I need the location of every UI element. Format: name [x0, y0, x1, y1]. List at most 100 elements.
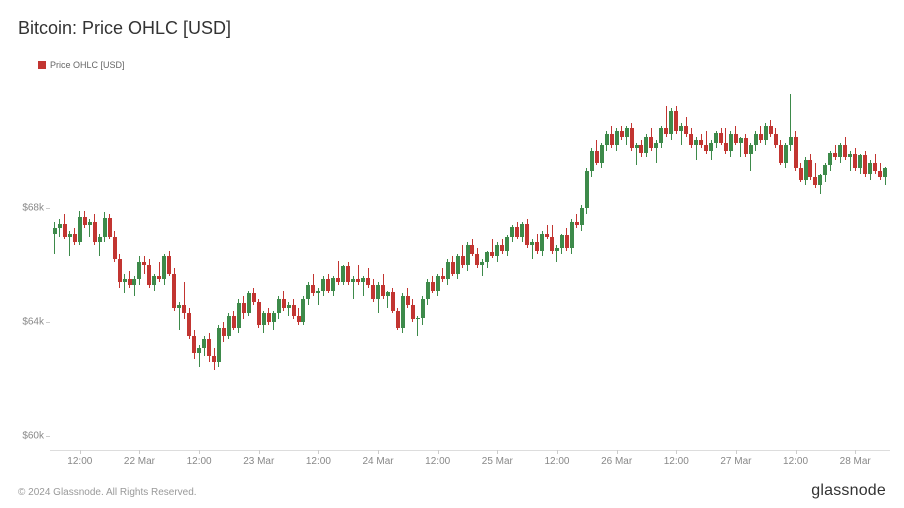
candle: [848, 80, 852, 450]
candle: [227, 80, 231, 450]
candle: [346, 80, 350, 450]
candle: [853, 80, 857, 450]
candle: [714, 80, 718, 450]
x-axis-label: 12:00: [783, 456, 808, 467]
candle: [113, 80, 117, 450]
candle: [172, 80, 176, 450]
candle: [635, 80, 639, 450]
candle: [118, 80, 122, 450]
candle: [794, 80, 798, 450]
y-axis-tick: [46, 322, 50, 323]
candle: [470, 80, 474, 450]
x-axis-tick: [557, 450, 558, 454]
candle: [182, 80, 186, 450]
candle: [252, 80, 256, 450]
candle: [466, 80, 470, 450]
candle: [813, 80, 817, 450]
x-axis-tick: [617, 450, 618, 454]
candle: [272, 80, 276, 450]
candle: [620, 80, 624, 450]
candle: [316, 80, 320, 450]
x-axis-label: 12:00: [187, 456, 212, 467]
candle: [421, 80, 425, 450]
candle: [500, 80, 504, 450]
candle: [694, 80, 698, 450]
candle: [103, 80, 107, 450]
candle: [610, 80, 614, 450]
candlestick-chart: $60k$64k$68k12:0022 Mar12:0023 Mar12:002…: [50, 80, 890, 450]
candle: [605, 80, 609, 450]
candle: [391, 80, 395, 450]
x-axis-label: 23 Mar: [243, 456, 274, 467]
candle: [306, 80, 310, 450]
candle: [416, 80, 420, 450]
candle: [808, 80, 812, 450]
candle: [759, 80, 763, 450]
candle: [639, 80, 643, 450]
candle: [366, 80, 370, 450]
candle: [625, 80, 629, 450]
x-axis-label: 27 Mar: [720, 456, 751, 467]
candle: [297, 80, 301, 450]
x-axis-label: 12:00: [544, 456, 569, 467]
x-axis-label: 24 Mar: [362, 456, 393, 467]
candle: [207, 80, 211, 450]
candle: [515, 80, 519, 450]
candle: [68, 80, 72, 450]
x-axis-label: 26 Mar: [601, 456, 632, 467]
x-axis-tick: [796, 450, 797, 454]
candle: [88, 80, 92, 450]
candle: [883, 80, 887, 450]
candle: [78, 80, 82, 450]
x-axis-tick: [438, 450, 439, 454]
x-axis-tick: [139, 450, 140, 454]
candle: [729, 80, 733, 450]
candle: [595, 80, 599, 450]
candle: [664, 80, 668, 450]
candle: [679, 80, 683, 450]
candle: [560, 80, 564, 450]
candle: [719, 80, 723, 450]
x-axis-tick: [378, 450, 379, 454]
x-axis-tick: [736, 450, 737, 454]
x-axis-tick: [259, 450, 260, 454]
candle: [565, 80, 569, 450]
candle: [550, 80, 554, 450]
candle: [540, 80, 544, 450]
candle: [689, 80, 693, 450]
candle: [262, 80, 266, 450]
x-axis-tick: [318, 450, 319, 454]
candle: [331, 80, 335, 450]
candle: [441, 80, 445, 450]
candle: [744, 80, 748, 450]
candle: [505, 80, 509, 450]
brand-logo: glassnode: [811, 482, 886, 500]
candle: [580, 80, 584, 450]
candle: [570, 80, 574, 450]
candle: [868, 80, 872, 450]
candle: [456, 80, 460, 450]
candle: [58, 80, 62, 450]
candle: [292, 80, 296, 450]
candle: [724, 80, 728, 450]
candle: [739, 80, 743, 450]
candle: [152, 80, 156, 450]
x-axis-label: 12:00: [67, 456, 92, 467]
candle: [590, 80, 594, 450]
candle: [734, 80, 738, 450]
candle: [222, 80, 226, 450]
candle: [257, 80, 261, 450]
candle: [411, 80, 415, 450]
candle: [699, 80, 703, 450]
x-axis-label: 12:00: [664, 456, 689, 467]
candle: [128, 80, 132, 450]
y-axis-tick: [46, 436, 50, 437]
y-axis-tick: [46, 208, 50, 209]
x-axis-label: 25 Mar: [482, 456, 513, 467]
candle: [267, 80, 271, 450]
candle: [98, 80, 102, 450]
candle: [659, 80, 663, 450]
x-axis-tick: [199, 450, 200, 454]
candle: [684, 80, 688, 450]
candle: [784, 80, 788, 450]
